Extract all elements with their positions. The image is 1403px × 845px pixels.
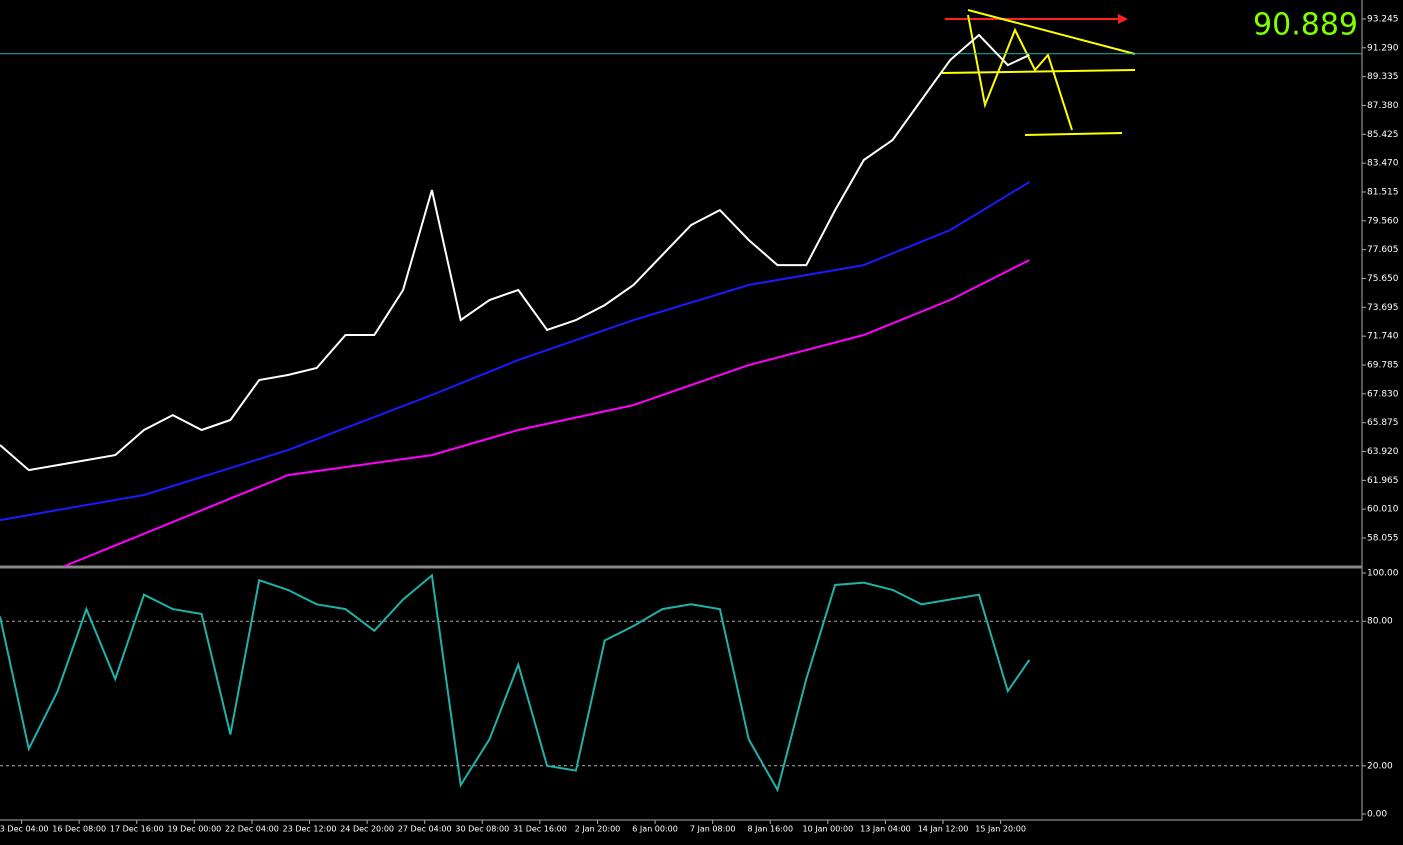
x-tick-label: 16 Dec 08:00 xyxy=(52,825,106,834)
x-tick-label: 8 Jan 16:00 xyxy=(747,825,793,834)
x-tick-label: 13 Jan 04:00 xyxy=(860,825,911,834)
target-line xyxy=(1024,132,1123,136)
y-tick-label: 0.00 xyxy=(1367,810,1387,820)
trend-line xyxy=(967,9,1136,55)
y-tick-label: 79.560 xyxy=(1367,216,1399,226)
x-tick-label: 23 Dec 12:00 xyxy=(283,825,337,834)
x-tick-label: 10 Jan 00:00 xyxy=(803,825,854,834)
y-tick-label: 93.245 xyxy=(1367,14,1399,24)
series-line xyxy=(0,573,1031,793)
y-tick-label: 73.695 xyxy=(1367,303,1399,313)
x-tick-label: 14 Jan 12:00 xyxy=(918,825,969,834)
y-tick-label: 67.830 xyxy=(1367,389,1399,399)
x-tick-label: 27 Dec 04:00 xyxy=(398,825,452,834)
y-tick-label: 85.425 xyxy=(1367,130,1399,140)
y-tick-label: 89.335 xyxy=(1367,72,1399,82)
x-tick-label: 17 Dec 16:00 xyxy=(110,825,164,834)
y-tick-label: 58.055 xyxy=(1367,534,1399,544)
x-tick-label: 13 Dec 04:00 xyxy=(0,825,49,834)
x-tick-label: 22 Dec 04:00 xyxy=(225,825,279,834)
x-tick-label: 31 Dec 16:00 xyxy=(513,825,567,834)
y-tick-label: 65.875 xyxy=(1367,418,1399,428)
series-line xyxy=(64,259,1030,567)
zigzag-path xyxy=(967,14,1073,131)
y-tick-label: 20.00 xyxy=(1367,761,1393,771)
arrow-head xyxy=(1118,14,1128,24)
series-line xyxy=(0,181,1030,522)
y-tick-label: 77.605 xyxy=(1367,245,1399,255)
x-tick-label: 19 Dec 00:00 xyxy=(167,825,221,834)
support-line xyxy=(941,69,1136,74)
y-tick-label: 87.380 xyxy=(1367,101,1399,111)
x-tick-label: 7 Jan 08:00 xyxy=(690,825,736,834)
series-line xyxy=(0,33,1030,472)
y-tick-label: 100.00 xyxy=(1367,569,1399,579)
drawings xyxy=(941,9,1136,136)
x-tick-label: 15 Jan 20:00 xyxy=(975,825,1026,834)
y-tick-label: 69.785 xyxy=(1367,361,1399,371)
y-tick-label: 61.965 xyxy=(1367,476,1399,486)
x-tick-label: 30 Dec 08:00 xyxy=(455,825,509,834)
y-tick-label: 80.00 xyxy=(1367,617,1393,627)
y-tick-label: 63.920 xyxy=(1367,447,1399,457)
y-tick-label: 91.290 xyxy=(1367,43,1399,53)
y-tick-label: 75.650 xyxy=(1367,274,1399,284)
y-tick-label: 71.740 xyxy=(1367,332,1399,342)
x-tick-label: 2 Jan 20:00 xyxy=(575,825,621,834)
y-tick-label: 83.470 xyxy=(1367,159,1399,169)
x-tick-label: 6 Jan 00:00 xyxy=(632,825,678,834)
x-tick-label: 24 Dec 20:00 xyxy=(340,825,394,834)
y-tick-label: 60.010 xyxy=(1367,505,1399,515)
y-tick-label: 81.515 xyxy=(1367,187,1399,197)
current-price-big: 90.889 xyxy=(1253,8,1358,43)
